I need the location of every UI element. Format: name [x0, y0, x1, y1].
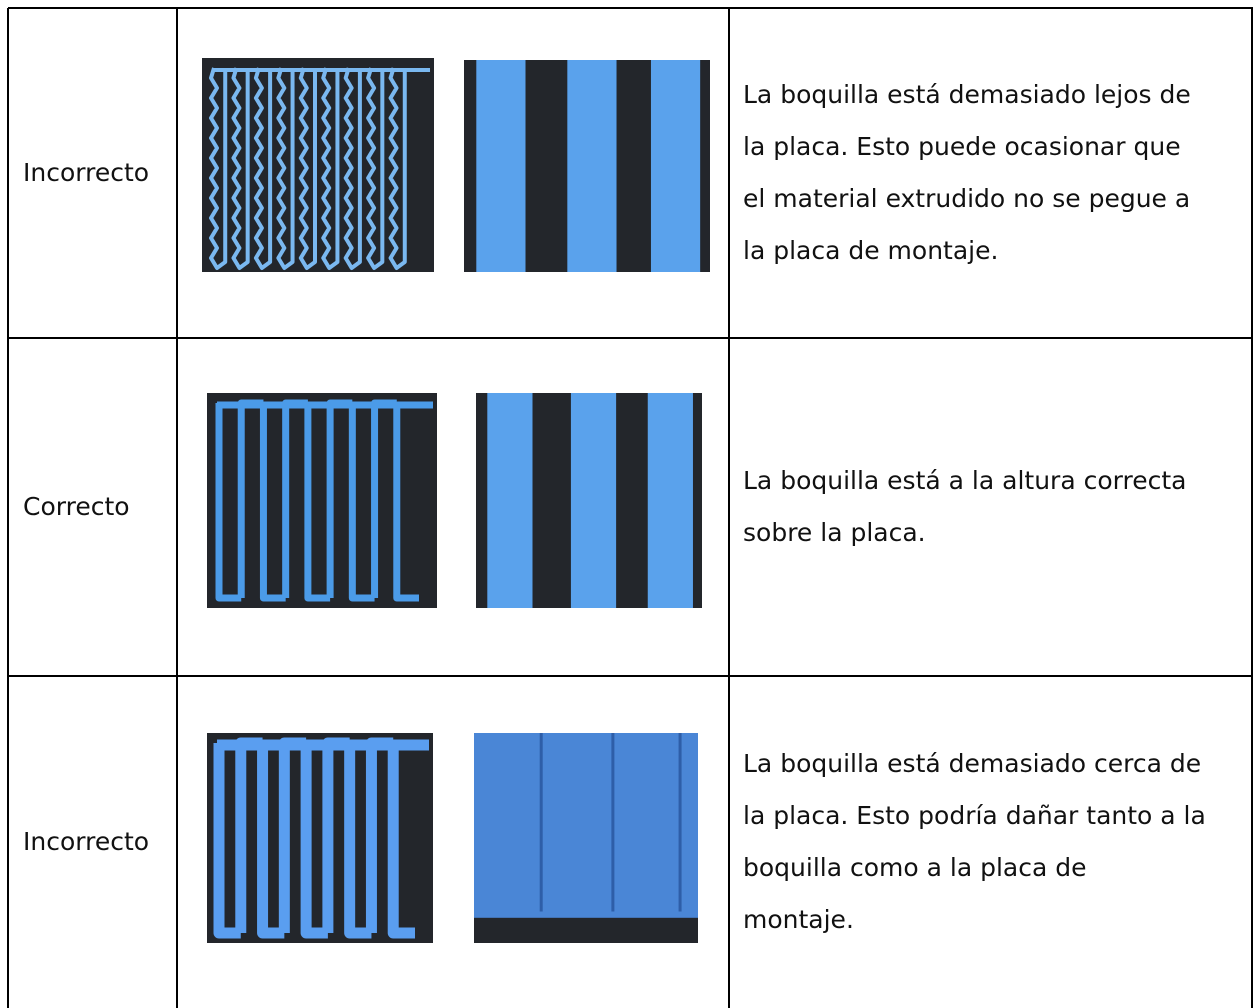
photo [207, 733, 433, 943]
description-line: La boquilla está a la altura correcta [743, 466, 1187, 495]
status-text: Incorrecto [23, 827, 150, 856]
description-line: la placa. Esto puede ocasionar que [743, 132, 1181, 161]
status-label: Incorrecto [23, 8, 149, 338]
description-line: el material extrudido no se pegue a [743, 184, 1191, 213]
description-line: sobre la placa. [743, 518, 926, 547]
photo [207, 393, 437, 608]
table-borders [7, 7, 1253, 1008]
extruded-band [647, 393, 693, 608]
description: La boquilla está a la altura correcta sob… [743, 338, 1186, 676]
photo [202, 58, 434, 272]
photo [474, 733, 698, 943]
description-line: montaje. [743, 905, 854, 934]
status-text: Incorrecto [23, 158, 150, 187]
photo [476, 393, 702, 608]
status-label: Incorrecto [23, 676, 149, 1008]
description-line: La boquilla está demasiado cerca de [743, 749, 1202, 778]
extruded-line [209, 67, 407, 270]
status-text: Correcto [23, 492, 130, 521]
photo-background [474, 733, 698, 943]
extruded-band [650, 60, 701, 272]
extruded-band [567, 60, 617, 272]
description: La boquilla está demasiado lejos de la pl… [743, 8, 1191, 338]
description: La boquilla está demasiado cerca de la pl… [743, 676, 1206, 1008]
description-line: La boquilla está demasiado lejos de [743, 80, 1191, 109]
status-label: Correcto [23, 338, 130, 676]
extruded-band [570, 393, 617, 608]
description-line: la placa de montaje. [743, 236, 999, 265]
description-line: la placa. Esto podría dañar tanto a la [743, 801, 1206, 830]
extruded-band [476, 60, 526, 272]
photo-shadow [474, 917, 698, 943]
description-line: boquilla como a la placa de [743, 853, 1087, 882]
extruded-band [487, 393, 533, 608]
photo [464, 60, 710, 272]
